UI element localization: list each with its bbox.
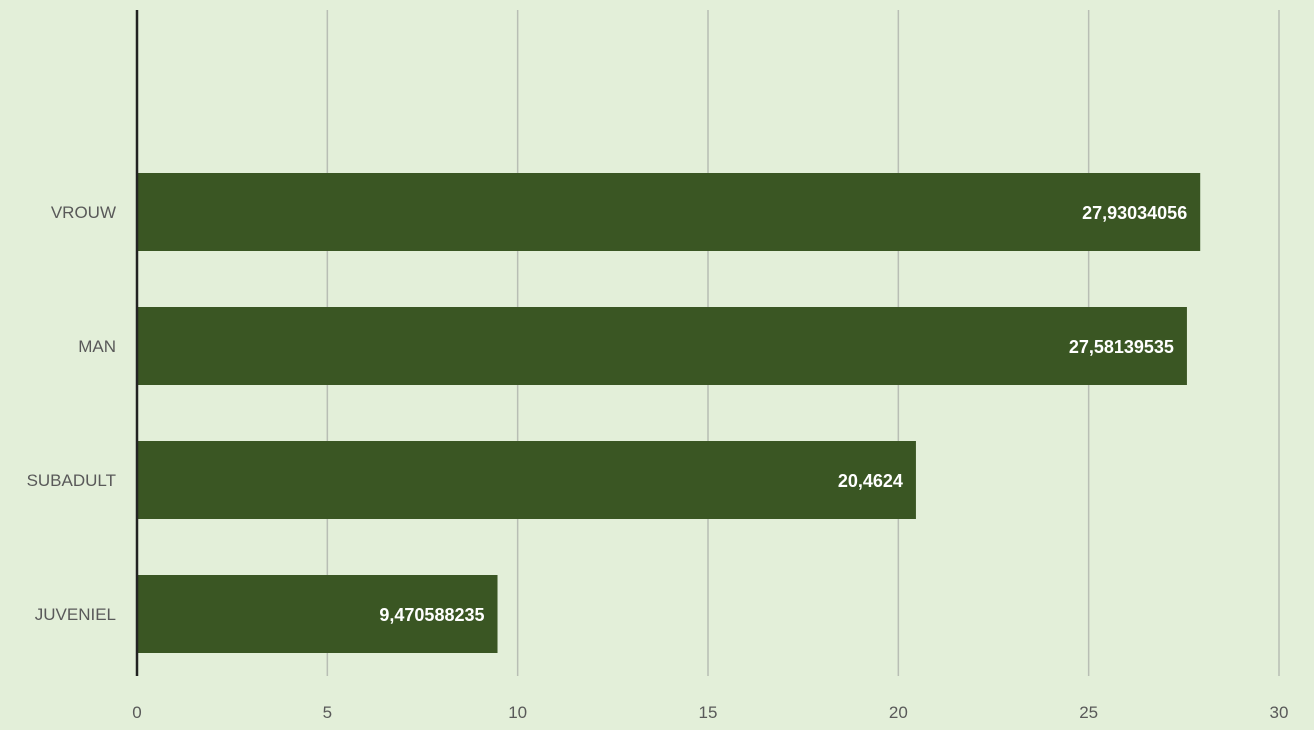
bars (137, 173, 1201, 653)
x-tick-label-0: 0 (132, 703, 141, 722)
labels: 0 5 10 15 20 25 30 VROUW 27,93034056 MAN 27,581395… (27, 203, 1289, 722)
x-tick-label-25: 25 (1079, 703, 1098, 722)
x-tick-label-10: 10 (508, 703, 527, 722)
bar-vrouw (137, 173, 1201, 251)
category-label-man: MAN (78, 337, 116, 356)
value-label-vrouw: 27,93034056 (1082, 203, 1187, 223)
category-label-vrouw: VROUW (51, 203, 116, 222)
value-label-man: 27,58139535 (1069, 337, 1174, 357)
category-label-juveniel: JUVENIEL (35, 605, 116, 624)
bar-juveniel (137, 575, 498, 653)
x-tick-label-30: 30 (1270, 703, 1289, 722)
bar-subadult (137, 441, 916, 519)
value-label-juveniel: 9,470588235 (379, 605, 484, 625)
value-label-subadult: 20,4624 (838, 471, 903, 491)
x-tick-label-20: 20 (889, 703, 908, 722)
bar-man (137, 307, 1187, 385)
x-tick-label-5: 5 (323, 703, 332, 722)
x-tick-label-15: 15 (699, 703, 718, 722)
category-label-subadult: SUBADULT (27, 471, 116, 490)
